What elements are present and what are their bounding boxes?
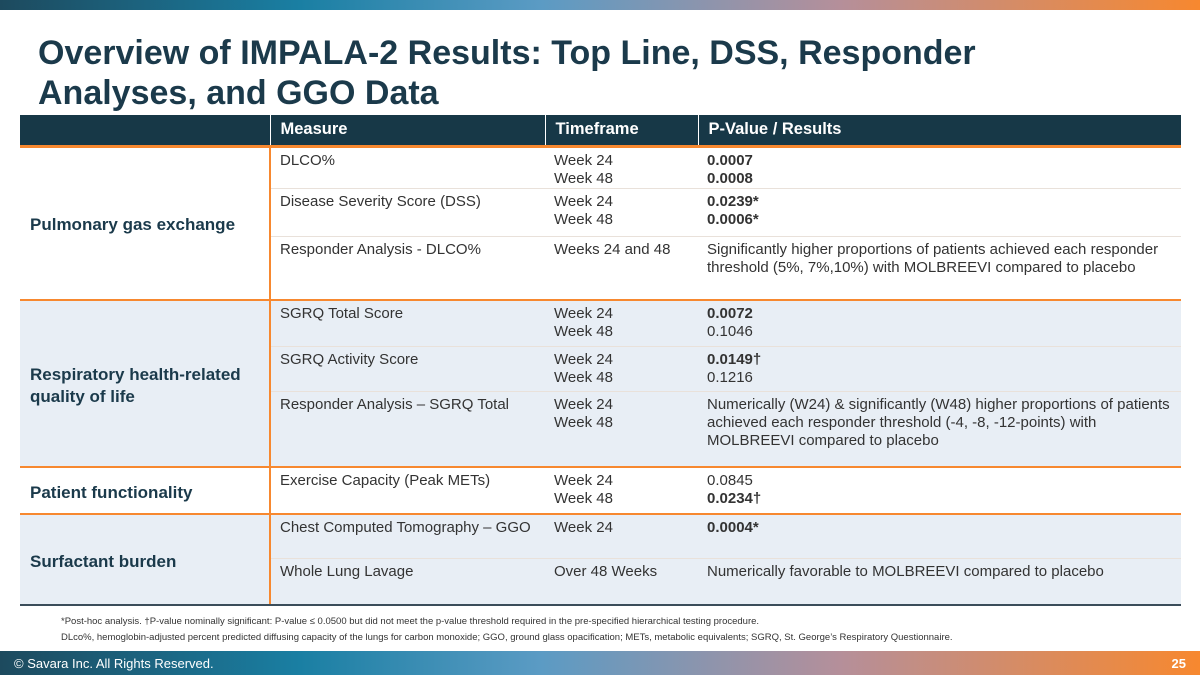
table-row: SGRQ Activity Score Week 24 Week 48 0.0149†… — [20, 345, 1181, 391]
measure-cell: Responder Analysis – SGRQ Total — [270, 390, 545, 467]
result-value: Numerically (W24) & significantly (W48) … — [707, 395, 1170, 449]
result-value: 0.0149† — [707, 350, 762, 368]
category-cell: Respiratory health-related quality of li… — [20, 299, 271, 468]
timeframe-value: Week 48 — [554, 169, 613, 187]
measure-cell: Exercise Capacity (Peak METs) — [270, 466, 545, 514]
table-row: Pulmonary gas exchange DLCO% Week 24 Week 4… — [20, 145, 1181, 300]
result-cell: 0.0149† 0.1216 — [698, 345, 1181, 391]
result-value: 0.0006* — [707, 210, 759, 228]
result-value: 0.0004* — [707, 519, 759, 536]
footer-bar: © Savara Inc. All Rights Reserved. 25 — [0, 651, 1200, 675]
timeframe-value: Week 48 — [554, 490, 613, 507]
timeframe-cell: Week 24 Week 48 — [545, 187, 698, 236]
table-row: Patient functionality Exercise Capacity (… — [20, 466, 1181, 514]
header-results: P-Value / Results — [697, 115, 1181, 148]
result-value: 0.0239* — [707, 192, 759, 210]
measure-cell: Disease Severity Score (DSS) — [270, 187, 545, 236]
page-title: Overview of IMPALA-2 Results: Top Line, … — [38, 34, 976, 112]
result-cell: 0.0072 0.1046 — [698, 299, 1181, 346]
timeframe-value: Week 24 — [554, 519, 613, 536]
timeframe-value: Week 48 — [554, 323, 613, 340]
table-row: Respiratory health-related quality of li… — [20, 299, 1181, 468]
result-cell: Numerically favorable to MOLBREEVI compa… — [698, 557, 1181, 606]
timeframe-value: Week 24 — [554, 395, 613, 413]
table-row: Disease Severity Score (DSS) Week 24 Week … — [20, 187, 1181, 236]
timeframe-value: Week 24 — [554, 151, 613, 169]
measure-cell: Whole Lung Lavage — [270, 557, 545, 606]
result-value: 0.0072 — [707, 305, 753, 322]
copyright: © Savara Inc. All Rights Reserved. — [14, 656, 214, 671]
timeframe-cell: Week 24 — [545, 513, 698, 558]
table-row: Surfactant burden Chest Computed Tomograp… — [20, 513, 1181, 606]
result-cell: Numerically (W24) & significantly (W48) … — [698, 390, 1181, 467]
timeframe-cell: Week 24 Week 48 — [545, 390, 698, 467]
result-value: 0.0234† — [707, 490, 762, 507]
top-gradient-bar — [0, 0, 1200, 10]
measure-cell: SGRQ Total Score — [270, 299, 545, 346]
measure-cell: Chest Computed Tomography – GGO — [270, 513, 545, 558]
timeframe-value: Week 48 — [554, 413, 613, 431]
result-value: 0.0845 — [707, 472, 753, 489]
timeframe-value: Week 48 — [554, 210, 613, 228]
timeframe-value: Week 48 — [554, 368, 613, 386]
table-header-row: Measure Timeframe P-Value / Results — [20, 115, 1181, 148]
category-cell: Surfactant burden — [20, 513, 271, 606]
timeframe-value: Week 24 — [554, 305, 613, 322]
page-number: 25 — [1171, 656, 1186, 671]
timeframe-value: Week 24 — [554, 472, 613, 489]
result-value: 0.1046 — [707, 323, 753, 340]
result-cell: 0.0007 0.0008 — [698, 145, 1181, 188]
header-measure: Measure — [269, 115, 545, 148]
footnote-1: *Post-hoc analysis. †P-value nominally s… — [61, 616, 760, 627]
timeframe-value: Week 24 — [554, 350, 613, 368]
result-value: 0.0007 — [707, 151, 753, 169]
table-row: Responder Analysis - DLCO% Weeks 24 and 4… — [20, 235, 1181, 300]
timeframe-cell: Weeks 24 and 48 — [545, 235, 698, 300]
timeframe-cell: Week 24 Week 48 — [545, 466, 698, 514]
result-value: 0.0008 — [707, 169, 753, 187]
category-cell: Patient functionality — [20, 466, 271, 514]
result-cell: 0.0004* — [698, 513, 1181, 558]
header-category — [20, 115, 270, 148]
result-cell: 0.0239* 0.0006* — [698, 187, 1181, 236]
footnote-2: DLco%, hemoglobin-adjusted percent predi… — [61, 632, 953, 643]
timeframe-cell: Over 48 Weeks — [545, 557, 698, 606]
category-cell: Pulmonary gas exchange — [20, 145, 271, 300]
timeframe-value: Week 24 — [554, 192, 613, 210]
measure-cell: DLCO% — [270, 145, 545, 188]
measure-cell: SGRQ Activity Score — [270, 345, 545, 391]
timeframe-value: Weeks 24 and 48 — [554, 240, 671, 258]
timeframe-cell: Week 24 Week 48 — [545, 299, 698, 346]
result-cell: Significantly higher proportions of pati… — [698, 235, 1181, 300]
timeframe-value: Over 48 Weeks — [554, 562, 658, 580]
table-row: Whole Lung Lavage Over 48 Weeks Numericall… — [20, 557, 1181, 606]
results-table: Measure Timeframe P-Value / Results Pulm… — [20, 115, 1181, 606]
result-value: 0.1216 — [707, 368, 753, 386]
result-value: Numerically favorable to MOLBREEVI compa… — [707, 562, 1104, 580]
result-cell: 0.0845 0.0234† — [698, 466, 1181, 514]
result-value: Significantly higher proportions of pati… — [707, 240, 1159, 276]
measure-cell: Responder Analysis - DLCO% — [270, 235, 545, 300]
header-timeframe: Timeframe — [544, 115, 698, 148]
table-row: Responder Analysis – SGRQ Total Week 24 We… — [20, 390, 1181, 467]
timeframe-cell: Week 24 Week 48 — [545, 345, 698, 391]
timeframe-cell: Week 24 Week 48 — [545, 145, 698, 188]
